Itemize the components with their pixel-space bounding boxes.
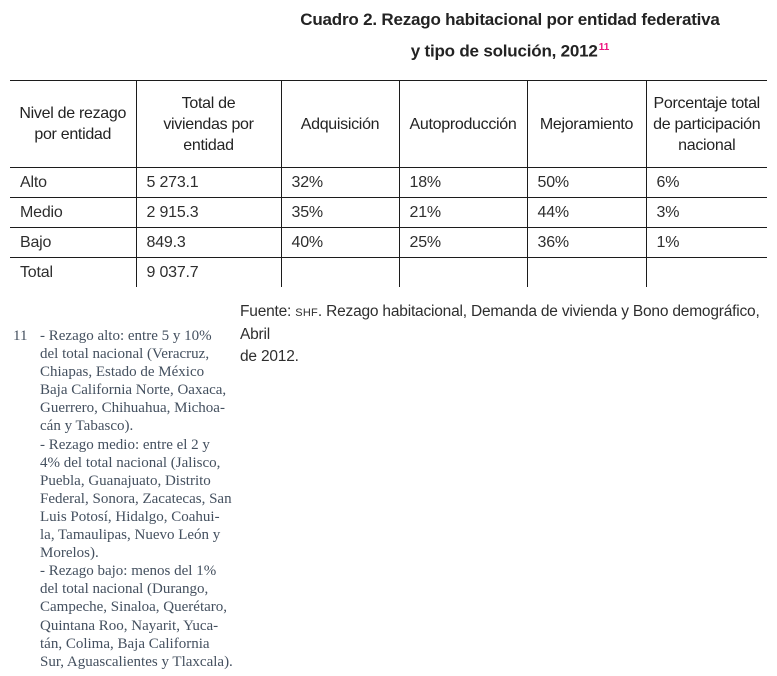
cell-mejoramiento: 36% xyxy=(527,227,647,258)
footnote-line: Puebla, Guanajuato, Distrito xyxy=(40,472,211,489)
col-header-participacion-nacional: Porcentaje total de participación nacion… xyxy=(653,94,761,154)
title-line-1: Cuadro 2. Rezago habitacional por entida… xyxy=(300,10,720,29)
title-line-2: y tipo de solución, 201211 xyxy=(245,34,775,66)
footnote-text: - Rezago alto: entre 5 y 10% del total n… xyxy=(40,327,248,671)
cell-mejoramiento: 50% xyxy=(527,167,647,198)
source-note: Fuente: SHF. Rezago habitacional, Demand… xyxy=(240,301,777,368)
col-header-mejoramiento: Mejoramiento xyxy=(527,80,647,168)
cell-mejoramiento xyxy=(527,257,647,287)
col-header-total-viviendas: Total de viviendas por entidad xyxy=(136,80,282,168)
cell-nivel: Medio xyxy=(10,197,137,228)
footnote-line: Campeche, Sinaloa, Querétaro, xyxy=(40,599,228,616)
table-row-total: Total 9 037.7 xyxy=(10,257,767,288)
cell-autoproduccion xyxy=(399,257,528,287)
footnote-line: del total nacional (Durango, xyxy=(40,581,209,598)
footnote-line: Guerrero, Chihuahua, Michoa- xyxy=(40,400,225,417)
cell-nivel: Alto xyxy=(10,167,137,198)
table-row-alto: Alto 5 273.1 32% 18% 50% 6% xyxy=(10,167,767,198)
footnote-line: - Rezago bajo: menos del 1% xyxy=(40,563,217,580)
footnote-line: Quintana Roo, Nayarit, Yuca- xyxy=(40,617,219,634)
title-line-2-text: y tipo de solución, 2012 xyxy=(410,41,598,61)
footnote-line: - Rezago medio: entre el 2 y xyxy=(40,436,210,453)
cell-participacion xyxy=(646,258,767,288)
footnote-line: cán y Tabasco). xyxy=(40,418,134,435)
footnote-line: Federal, Sonora, Zacatecas, San xyxy=(40,490,232,507)
source-org-shf: SHF xyxy=(295,307,318,319)
footnote-line: Morelos). xyxy=(40,545,99,562)
source-prefix: Fuente: xyxy=(240,303,296,320)
table-header-row: Nivel de rezago por entidad Total de viv… xyxy=(10,80,767,168)
rezago-habitacional-table: Nivel de rezago por entidad Total de viv… xyxy=(10,80,767,287)
source-line-1: Fuente: SHF. Rezago habitacional, Demand… xyxy=(240,301,777,346)
source-line-2: de 2012. xyxy=(240,348,299,365)
cell-adquisicion: 40% xyxy=(281,227,400,258)
footnote-line: - Rezago alto: entre 5 y 10% xyxy=(40,328,212,344)
cell-total-viviendas: 9 037.7 xyxy=(136,257,282,287)
cell-autoproduccion: 25% xyxy=(399,227,528,258)
cell-autoproduccion: 21% xyxy=(399,197,528,228)
footnote-line: 4% del total nacional (Jalisco, xyxy=(40,454,221,471)
footnote-line: la, Tamaulipas, Nuevo León y xyxy=(40,527,221,544)
col-header-autoproduccion: Autoproducción xyxy=(399,80,528,168)
col-header-adquisicion: Adquisición xyxy=(281,80,400,168)
cell-participacion: 1% xyxy=(656,233,680,251)
table-title: Cuadro 2. Rezago habitacional por entida… xyxy=(245,6,775,66)
cell-total-viviendas: 2 915.3 xyxy=(136,197,282,228)
cell-adquisicion: 32% xyxy=(281,167,400,198)
cell-nivel: Bajo xyxy=(10,227,137,258)
footnote-line: Luis Potosí, Hidalgo, Coahui- xyxy=(40,508,220,525)
table-row-medio: Medio 2 915.3 35% 21% 44% 3% xyxy=(10,197,767,228)
table-row-bajo: Bajo 849.3 40% 25% 36% 1% xyxy=(10,227,767,258)
footnote-line: Baja California Norte, Oaxaca, xyxy=(40,382,227,399)
footnote-reference-superscript: 11 xyxy=(598,42,610,53)
footnote-line: tán, Colima, Baja California xyxy=(40,635,210,652)
footnote-11: 11 - Rezago alto: entre 5 y 10% del tota… xyxy=(13,327,248,671)
footnote-line: del total nacional (Veracruz, xyxy=(40,346,210,363)
cell-participacion: 6% xyxy=(656,173,680,191)
cell-participacion: 3% xyxy=(656,203,680,221)
cell-adquisicion: 35% xyxy=(281,197,400,228)
cell-adquisicion xyxy=(281,257,400,287)
footnote-number: 11 xyxy=(13,328,28,344)
col-header-nivel-de-rezago: Nivel de rezago por entidad xyxy=(10,80,137,168)
cell-total-viviendas: 5 273.1 xyxy=(136,167,282,198)
cell-autoproduccion: 18% xyxy=(399,167,528,198)
cell-mejoramiento: 44% xyxy=(527,197,647,228)
footnote-line: Sur, Aguascalientes y Tlaxcala). xyxy=(40,653,233,670)
source-text: . Rezago habitacional, Demanda de vivien… xyxy=(240,303,760,343)
cell-nivel: Total xyxy=(10,257,137,287)
cell-total-viviendas: 849.3 xyxy=(136,227,282,258)
footnote-line: Chiapas, Estado de México xyxy=(40,364,205,381)
